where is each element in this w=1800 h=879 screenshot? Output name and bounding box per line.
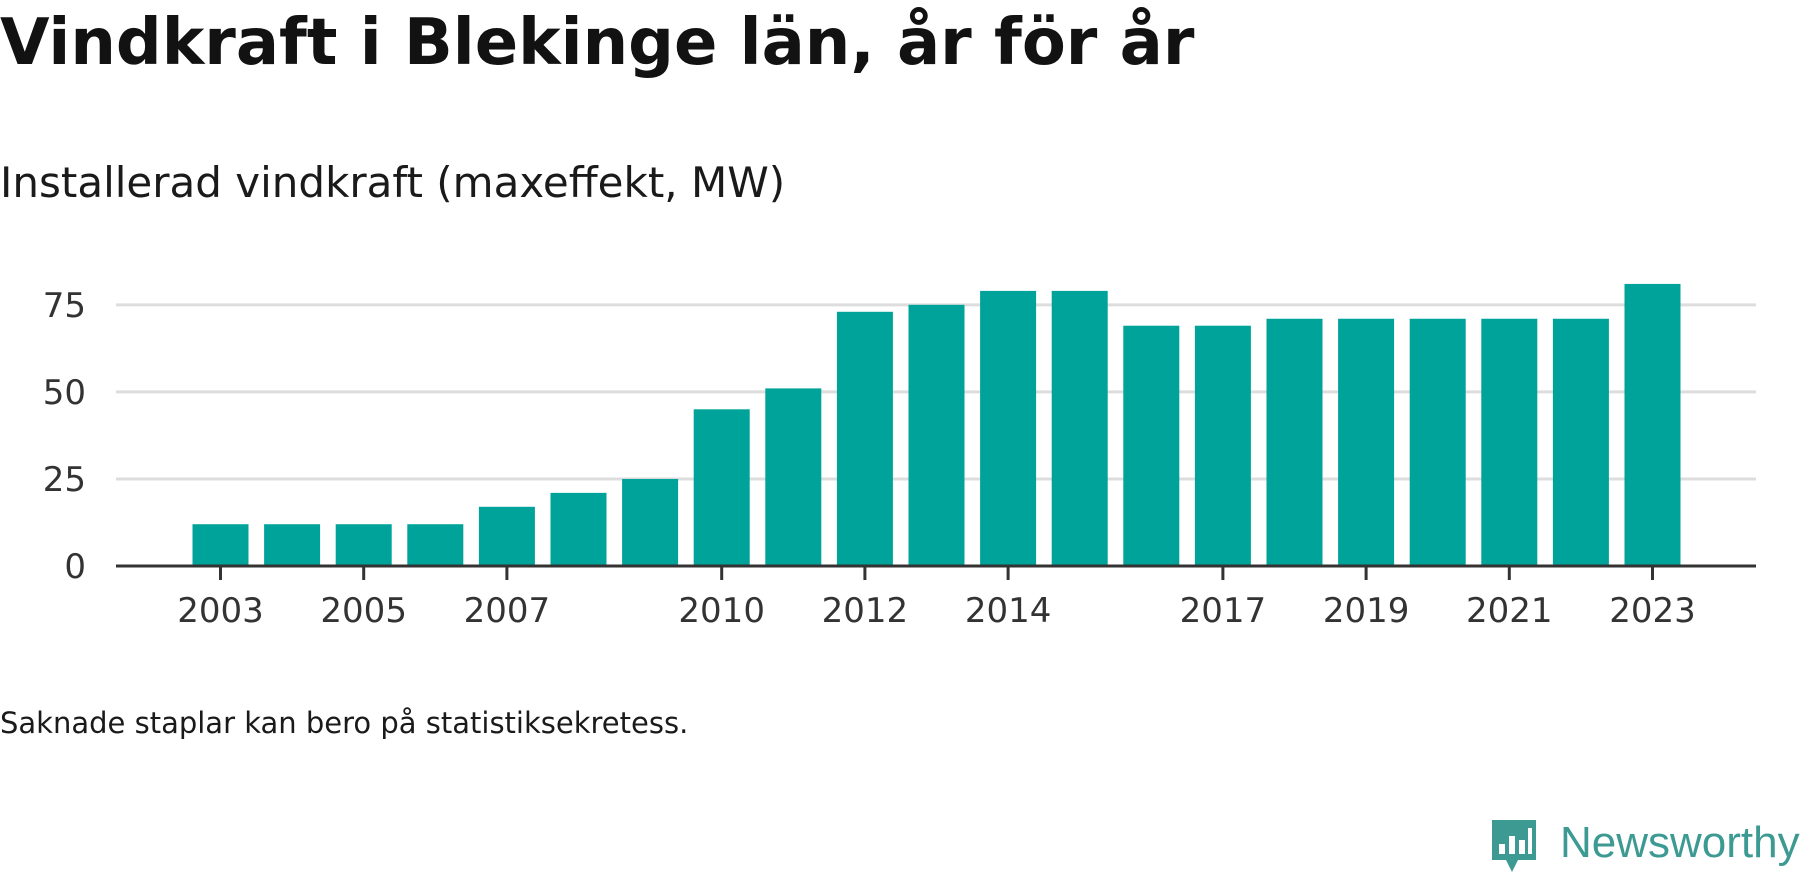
bar-2011 [765,388,822,566]
x-tick-label-2014: 2014 [965,591,1052,630]
bar-2021 [1481,318,1538,566]
bars [192,283,1681,566]
bar-2010 [693,409,750,566]
chart-title: Vindkraft i Blekinge län, år för år [0,6,1195,80]
bar-2017 [1194,325,1251,566]
bar-chart: 0 25 50 75 2003 2005 2007 2010 2012 2014 2017 2019… [43,283,1756,630]
x-tick-label-2007: 2007 [464,591,551,630]
brand-name: Newsworthy [1560,818,1800,867]
x-tick-label-2012: 2012 [822,591,909,630]
y-tick-labels: 0 25 50 75 [43,286,86,587]
y-tick-label-25: 25 [43,460,86,500]
bar-2015 [1051,290,1108,566]
footnote: Saknade staplar kan bero på statistiksek… [0,706,689,740]
x-tick-label-2005: 2005 [320,591,407,630]
x-tick-label-2017: 2017 [1180,591,1267,630]
bar-2004 [264,524,321,566]
x-tick-label-2023: 2023 [1609,591,1696,630]
bar-2005 [335,524,392,566]
x-tick-label-2010: 2010 [678,591,765,630]
x-tick-label-2021: 2021 [1466,591,1553,630]
bar-2022 [1552,318,1609,566]
brand: Newsworthy [1488,816,1800,876]
bar-2008 [550,492,607,566]
bar-2003 [192,524,249,566]
x-tick-labels: 2003 2005 2007 2010 2012 2014 2017 2019 2021 2023 [177,566,1696,630]
bar-2023 [1624,283,1681,566]
bar-2012 [836,311,893,566]
chart-subtitle: Installerad vindkraft (maxeffekt, MW) [0,158,786,207]
x-tick-label-2019: 2019 [1323,591,1410,630]
x-tick-label-2003: 2003 [177,591,264,630]
bar-2018 [1266,318,1323,566]
bar-2006 [407,524,464,566]
bar-2009 [622,478,679,566]
y-tick-label-50: 50 [43,373,86,413]
bar-2007 [478,506,535,566]
newsworthy-logo-icon [1492,820,1536,872]
bar-2013 [908,304,965,566]
y-tick-label-75: 75 [43,286,86,326]
y-tick-label-0: 0 [64,547,86,587]
bar-2019 [1338,318,1395,566]
bar-2014 [980,290,1037,566]
bar-2016 [1123,325,1180,566]
bar-2020 [1409,318,1466,566]
